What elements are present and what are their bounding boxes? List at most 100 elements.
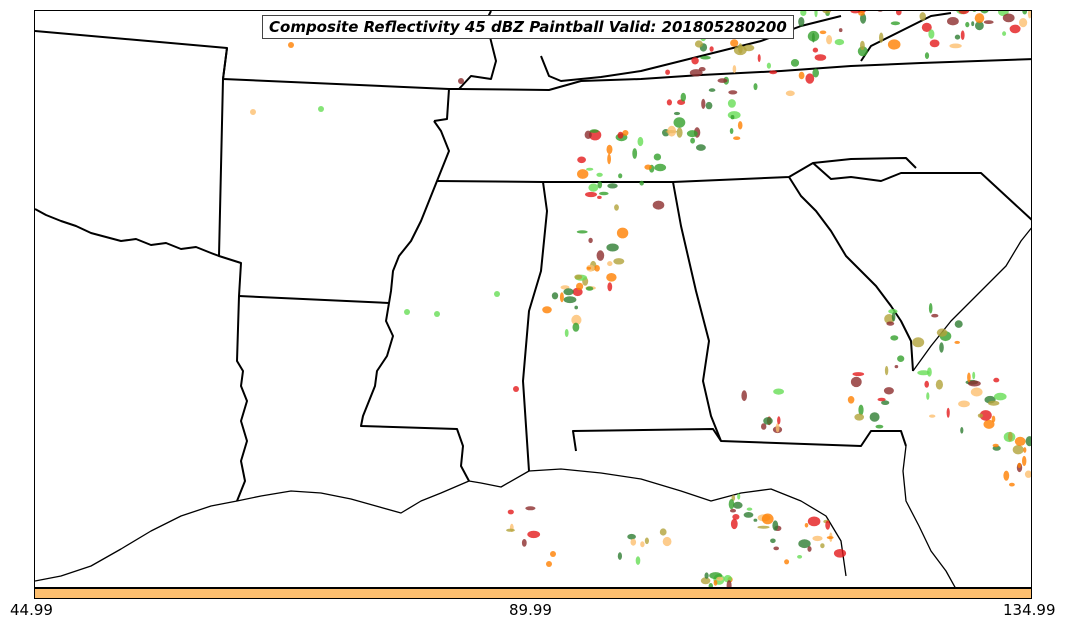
- reflectivity-blob: [1009, 482, 1015, 487]
- reflectivity-blob: [288, 42, 294, 48]
- reflectivity-blob: [994, 392, 1007, 401]
- reflectivity-blob: [705, 101, 713, 110]
- reflectivity-blob: [576, 282, 584, 291]
- reflectivity-blob: [250, 109, 256, 115]
- reflectivity-blob: [1012, 445, 1024, 455]
- reflectivity-blob: [877, 397, 886, 402]
- reflectivity-blob: [662, 536, 672, 547]
- reflectivity-blob: [563, 288, 574, 296]
- reflectivity-blob: [746, 507, 753, 511]
- reflectivity-blob: [826, 35, 833, 45]
- reflectivity-blob: [931, 313, 939, 318]
- atlantic-coastline: [902, 445, 956, 587]
- reflectivity-blob: [596, 172, 603, 177]
- reflectivity-blob: [883, 387, 894, 395]
- reflectivity-blob: [584, 130, 592, 139]
- reflectivity-blob: [807, 516, 821, 527]
- reflectivity-blob: [819, 30, 827, 35]
- reflectivity-blob: [891, 312, 896, 322]
- reflectivity-blob: [741, 390, 747, 402]
- reflectivity-blob: [732, 514, 740, 520]
- reflectivity-blob: [698, 67, 706, 72]
- reflectivity-blob: [673, 117, 686, 128]
- alabama-florida-border: [572, 428, 907, 452]
- reflectivity-blob: [542, 306, 552, 314]
- reflectivity-blob: [597, 195, 602, 199]
- reflectivity-blob: [585, 286, 594, 291]
- reflectivity-blob: [875, 424, 884, 429]
- reflectivity-blob: [935, 379, 944, 390]
- reflectivity-blob: [838, 28, 843, 33]
- reflectivity-blob: [618, 173, 623, 179]
- reflectivity-blob: [972, 371, 976, 380]
- reflectivity-blob: [728, 499, 735, 510]
- reflectivity-blob: [970, 387, 983, 397]
- reflectivity-blob: [971, 21, 975, 27]
- reflectivity-blob: [798, 17, 805, 27]
- reflectivity-blob: [847, 396, 855, 404]
- texas-louisiana-border: [236, 295, 248, 502]
- reflectivity-blob: [574, 305, 578, 310]
- reflectivity-blob: [977, 413, 984, 418]
- reflectivity-blob: [635, 556, 641, 565]
- reflectivity-blob: [743, 44, 755, 52]
- reflectivity-blob: [733, 501, 743, 509]
- reflectivity-blob: [653, 153, 662, 161]
- reflectivity-blob: [974, 13, 985, 24]
- reflectivity-blob: [979, 410, 992, 421]
- arkansas-west-border: [218, 47, 242, 297]
- reflectivity-blob: [929, 39, 940, 48]
- reflectivity-blob: [757, 54, 761, 63]
- reflectivity-blob: [960, 427, 964, 434]
- reflectivity-blob: [546, 561, 552, 567]
- reflectivity-blob: [691, 57, 699, 65]
- reflectivity-blob: [513, 386, 519, 392]
- colorbar-tick-max: 134.99: [1003, 601, 1056, 619]
- gulf-coastline-west: [35, 470, 530, 582]
- reflectivity-blob: [596, 250, 605, 261]
- reflectivity-blob: [993, 377, 1000, 383]
- reflectivity-blob: [639, 180, 644, 186]
- reflectivity-blob: [696, 144, 706, 151]
- reflectivity-blob: [606, 144, 613, 155]
- texas-red-river-border: [35, 208, 220, 257]
- reflectivity-blob: [665, 69, 670, 75]
- reflectivity-blob: [716, 576, 724, 581]
- reflectivity-blob: [728, 90, 738, 95]
- gulf-coastline-florida: [528, 468, 847, 577]
- reflectivity-blob: [980, 11, 989, 14]
- reflectivity-blob: [458, 78, 464, 84]
- reflectivity-blob: [886, 321, 895, 326]
- reflectivity-blob: [644, 537, 650, 545]
- reflectivity-blob: [757, 525, 770, 529]
- reflectivity-blob: [614, 204, 619, 211]
- reflectivity-blob: [884, 314, 895, 324]
- reflectivity-blob: [689, 69, 703, 77]
- reflectivity-blob: [606, 273, 617, 282]
- reflectivity-blob: [1022, 11, 1028, 15]
- reflectivity-blob: [857, 46, 868, 57]
- reflectivity-blob: [318, 106, 324, 112]
- reflectivity-blob: [686, 130, 698, 138]
- reflectivity-blob: [988, 400, 1000, 406]
- reflectivity-blob: [896, 11, 902, 16]
- reflectivity-blob: [960, 30, 965, 40]
- reflectivity-blob: [775, 423, 780, 433]
- reflectivity-blob: [616, 227, 629, 239]
- reflectivity-blob: [877, 11, 883, 12]
- reflectivity-blob: [807, 546, 812, 552]
- reflectivity-blob: [1023, 447, 1027, 453]
- reflectivity-blob: [807, 30, 820, 42]
- mississippi-river: [360, 120, 470, 482]
- reflectivity-blob: [597, 181, 603, 189]
- reflectivity-blob: [890, 335, 899, 341]
- reflectivity-blob: [926, 392, 930, 400]
- reflectivity-blob: [586, 266, 591, 270]
- reflectivity-blob: [917, 370, 930, 376]
- reflectivity-blob: [434, 311, 440, 317]
- reflectivity-blob: [632, 148, 638, 159]
- reflectivity-blob: [607, 153, 611, 165]
- reflectivity-blob: [798, 71, 805, 80]
- reflectivity-blob: [797, 555, 803, 559]
- reflectivity-blob: [494, 291, 500, 297]
